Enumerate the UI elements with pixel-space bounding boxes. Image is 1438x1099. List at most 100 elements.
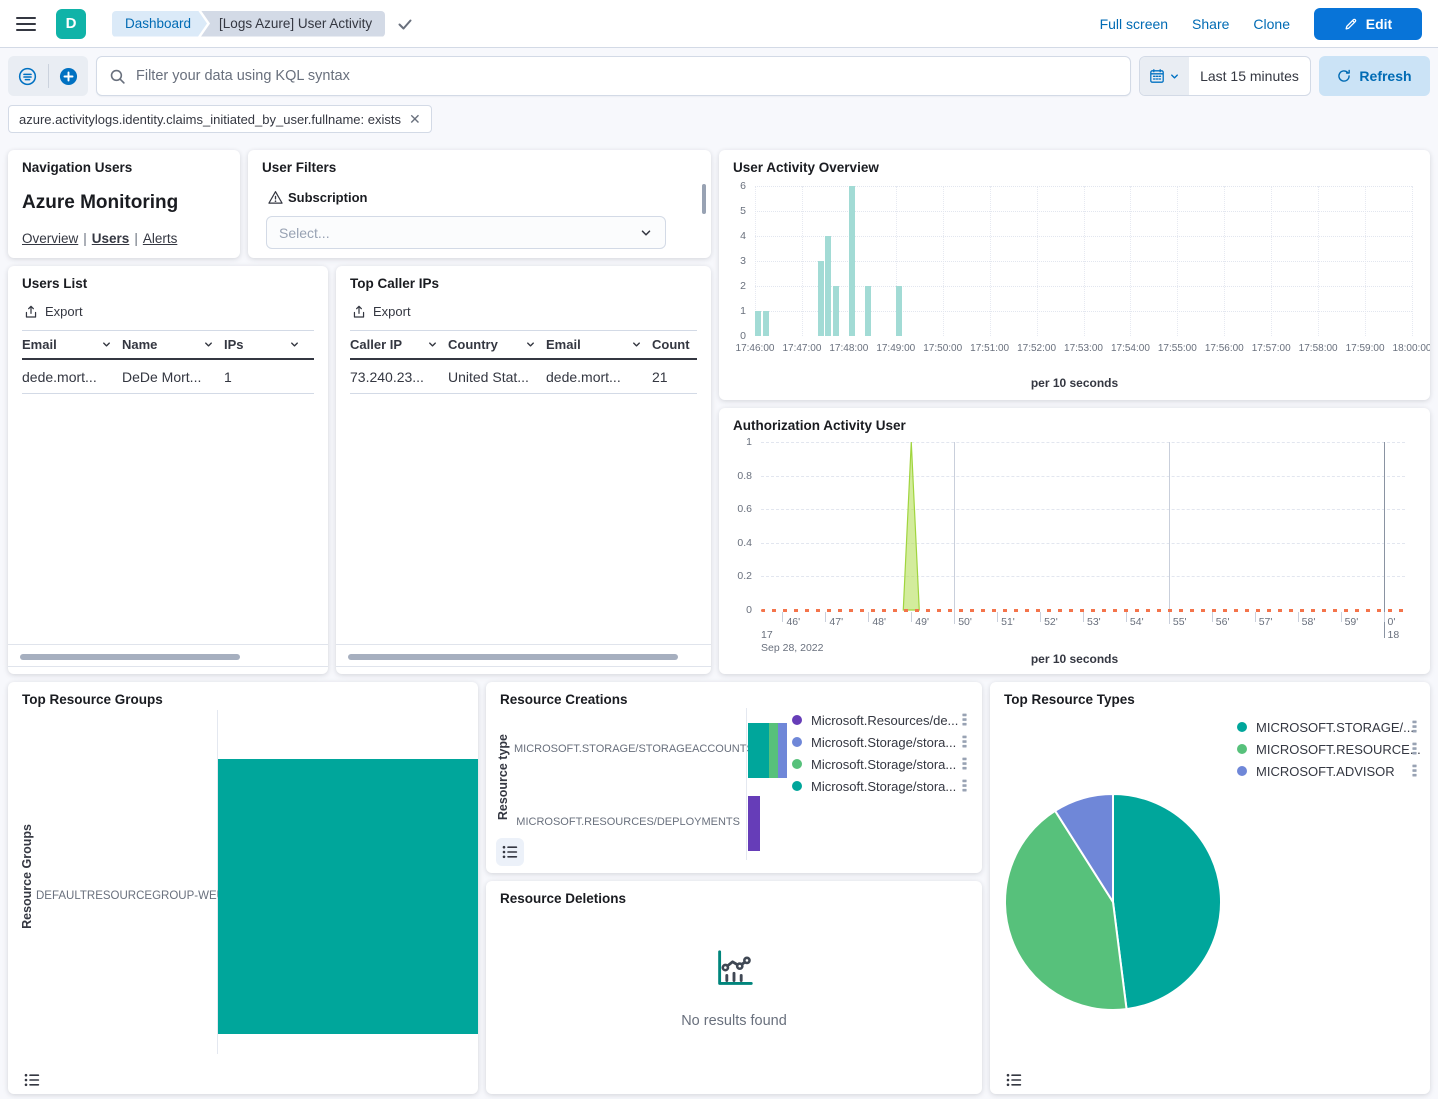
histogram-bar[interactable] [817, 261, 824, 336]
space-avatar[interactable]: D [56, 8, 86, 39]
x-axis-tick-mark [997, 612, 999, 622]
remove-filter-icon[interactable]: ✕ [409, 111, 421, 127]
pie-slice[interactable] [1053, 792, 1114, 906]
horizontal-scrollbar[interactable] [20, 654, 240, 660]
x-axis-tick-label: 50' [958, 616, 972, 628]
panel-title[interactable]: Top Resource Types [1004, 692, 1135, 707]
x-axis-tick-label: 17:48:00 [829, 343, 869, 354]
panel-title[interactable]: User Activity Overview [733, 160, 879, 175]
legend-item[interactable]: Microsoft.Storage/stora... [792, 734, 956, 750]
stacked-bar-segment[interactable] [748, 796, 760, 851]
legend-item-actions-icon[interactable] [960, 779, 969, 792]
saved-check-icon[interactable] [397, 16, 413, 32]
column-header-email[interactable]: Email [22, 337, 122, 352]
legend-item[interactable]: Microsoft.Resources/de... [792, 712, 958, 728]
x-axis-tick-label: 17:49:00 [876, 343, 916, 354]
vertical-scrollbar[interactable] [702, 184, 706, 214]
legend-item[interactable]: Microsoft.Storage/stora... [792, 756, 956, 772]
horizontal-scrollbar[interactable] [348, 654, 678, 660]
table-header-row: Email Name IPs [22, 330, 314, 360]
x-axis-tick-label: 17:56:00 [1204, 343, 1244, 354]
column-header-count[interactable]: Count [652, 337, 697, 352]
sort-chevron-icon[interactable] [203, 339, 214, 350]
legend-item-actions-icon[interactable] [960, 713, 969, 726]
table-row[interactable]: dede.mort... DeDe Mort... 1 [22, 360, 314, 394]
calendar-icon-button[interactable] [1140, 57, 1189, 95]
column-header-email[interactable]: Email [546, 337, 652, 352]
legend-item-actions-icon[interactable] [1410, 764, 1419, 777]
panel-title[interactable]: User Filters [262, 160, 337, 175]
x-axis-tick-mark [1040, 612, 1042, 622]
x-axis-tick-label: 17:51:00 [970, 343, 1010, 354]
histogram-bar[interactable] [833, 286, 840, 336]
histogram-bar[interactable] [864, 286, 871, 336]
histogram-bar[interactable] [895, 286, 902, 336]
pie-slice[interactable] [1004, 809, 1128, 1011]
nav-link-alerts[interactable]: Alerts [142, 231, 178, 246]
column-header-name[interactable]: Name [122, 337, 224, 352]
saved-queries-icon[interactable] [8, 56, 48, 96]
legend-item[interactable]: MICROSOFT.RESOURCE... [1237, 741, 1421, 757]
sort-chevron-icon[interactable] [427, 339, 438, 350]
stacked-bar-segment[interactable] [768, 723, 778, 778]
time-range-value[interactable]: Last 15 minutes [1200, 68, 1299, 84]
filter-pill[interactable]: azure.activitylogs.identity.claims_initi… [8, 105, 432, 133]
y-axis-line [746, 708, 747, 860]
column-header-ips[interactable]: IPs [224, 337, 310, 352]
sort-chevron-icon[interactable] [289, 339, 300, 350]
subscription-select[interactable]: Select... [266, 216, 666, 249]
area-series-spike[interactable] [719, 408, 1430, 674]
legend-item[interactable]: MICROSOFT.ADVISOR [1237, 763, 1395, 779]
panel-title[interactable]: Authorization Activity User [733, 418, 906, 433]
panel-title[interactable]: Resource Creations [500, 692, 628, 707]
sort-chevron-icon[interactable] [525, 339, 536, 350]
legend-toggle-icon[interactable] [496, 838, 524, 866]
pie-slice[interactable] [1112, 792, 1223, 1011]
legend-toggle-icon[interactable] [18, 1066, 46, 1094]
refresh-button[interactable]: Refresh [1319, 56, 1430, 96]
stacked-bar-segment[interactable] [777, 723, 788, 778]
breadcrumb-current-page[interactable]: [Logs Azure] User Activity [201, 10, 386, 37]
histogram-bar[interactable] [762, 311, 769, 336]
kql-search-input[interactable] [136, 68, 1118, 84]
panel-title[interactable]: Users List [22, 276, 88, 291]
x-axis-tick-label: 59' [1344, 616, 1359, 628]
export-button[interactable]: Export [352, 304, 411, 319]
x-axis-tick-mark [1083, 612, 1084, 622]
panel-title[interactable]: Resource Deletions [500, 891, 627, 906]
histogram-bar[interactable] [755, 311, 761, 336]
full-screen-link[interactable]: Full screen [1099, 15, 1169, 32]
add-filter-icon[interactable] [49, 56, 89, 96]
panel-title[interactable]: Top Resource Groups [22, 692, 163, 707]
share-link[interactable]: Share [1192, 15, 1230, 32]
legend-item[interactable]: Microsoft.Storage/stora... [792, 778, 956, 794]
sort-chevron-icon[interactable] [101, 339, 112, 350]
column-header-caller-ip[interactable]: Caller IP [350, 337, 448, 352]
nav-link-users[interactable]: Users [91, 231, 130, 246]
column-header-country[interactable]: Country [448, 337, 546, 352]
legend-toggle-icon[interactable] [1000, 1066, 1028, 1094]
histogram-bar[interactable] [848, 186, 855, 336]
sort-chevron-icon[interactable] [631, 339, 642, 350]
horizontal-bar[interactable] [218, 759, 478, 1034]
x-axis-title: per 10 seconds [1030, 376, 1119, 390]
grid-line-horizontal [761, 442, 1405, 443]
legend-item-actions-icon[interactable] [1410, 742, 1419, 755]
panel-title[interactable]: Top Caller IPs [350, 276, 440, 291]
menu-hamburger-icon[interactable] [16, 16, 36, 31]
export-button[interactable]: Export [24, 304, 83, 319]
legend-item[interactable]: MICROSOFT.STORAGE/... [1237, 719, 1414, 735]
breadcrumb-dashboard[interactable]: Dashboard [112, 11, 207, 37]
histogram-bar[interactable] [825, 236, 832, 336]
legend-item-actions-icon[interactable] [960, 735, 969, 748]
legend-item-actions-icon[interactable] [1410, 720, 1419, 733]
x-axis-tick-label: 17:47:00 [782, 343, 822, 354]
legend-item-actions-icon[interactable] [960, 757, 969, 770]
clone-link[interactable]: Clone [1253, 15, 1290, 32]
y-axis-tick-label: 0.6 [737, 503, 752, 516]
panel-title[interactable]: Navigation Users [22, 160, 133, 175]
stacked-bar-segment[interactable] [748, 723, 769, 778]
nav-link-overview[interactable]: Overview [22, 231, 79, 246]
edit-button[interactable]: Edit [1314, 7, 1422, 40]
table-row[interactable]: 73.240.23... United Stat... dede.mort... 21 [350, 360, 697, 394]
